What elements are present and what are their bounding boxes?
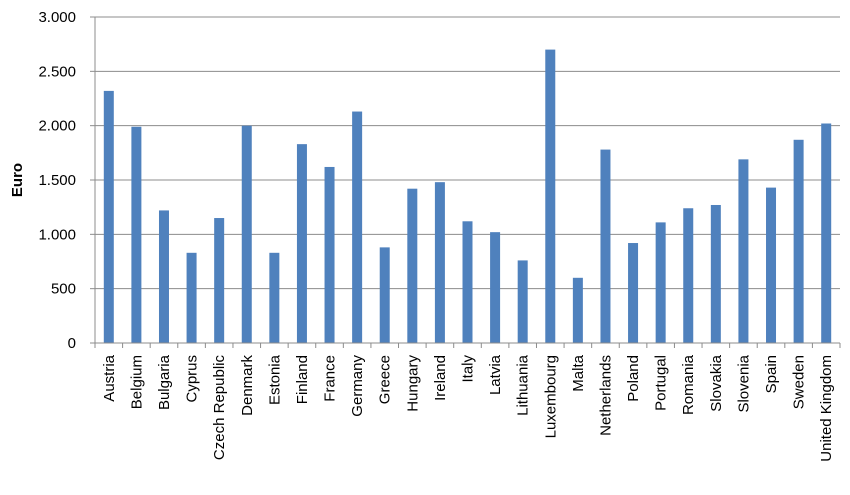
x-tick-label: Czech Republic [211,355,228,461]
bar-spain [766,187,777,343]
x-tick-label: Lithuania [515,354,532,416]
x-tick-label: Slovakia [708,354,725,411]
x-tick-label: Luxembourg [542,355,559,438]
bar-estonia [269,252,280,343]
y-tick-label: 2.500 [38,63,76,80]
y-tick-label: 1.000 [38,226,76,243]
bar-luxembourg [545,49,556,343]
bar-denmark [241,125,252,344]
bar-italy [462,221,473,343]
x-tick-label: Slovenia [735,354,752,412]
bar-greece [379,247,390,343]
bar-bulgaria [158,210,169,343]
bars [103,49,832,344]
bar-slovakia [710,204,721,343]
x-tick-label: Hungary [404,355,421,412]
x-tick-label: Germany [349,355,366,417]
x-tick-label: Bulgaria [156,354,173,410]
x-tick-label: United Kingdom [818,355,835,462]
x-tick-label: Poland [625,355,642,402]
x-tick-label: Denmark [239,355,256,416]
x-tick-label: Estonia [266,354,283,405]
x-tick-label: Spain [763,355,780,393]
bar-sweden [793,139,804,343]
bar-united-kingdom [821,123,832,343]
x-tick-label: Netherlands [597,355,614,436]
bar-portugal [655,222,666,343]
x-tick-label: Malta [570,354,587,391]
x-tick-label: Romania [680,354,697,415]
x-tick-label: Cyprus [184,355,201,403]
y-axis-label: Euro [9,163,26,197]
bar-belgium [131,126,142,344]
x-tick-label: France [322,355,339,402]
bar-lithuania [517,260,528,343]
x-tick-label: Latvia [487,354,504,395]
y-tick-label: 3.000 [38,9,76,26]
bar-germany [352,111,363,343]
y-tick-label: 2.000 [38,118,76,135]
bar-malta [572,277,583,343]
bar-hungary [407,188,418,343]
x-tick-label: Portugal [653,355,670,411]
y-tick-label: 0 [68,335,76,352]
y-tick-label: 1.500 [38,172,76,189]
x-tick-label: Greece [377,355,394,404]
bar-latvia [490,232,501,343]
x-tick-label: Ireland [432,355,449,401]
x-tick-label: Italy [460,355,477,383]
bar-romania [683,208,694,343]
y-tick-label: 500 [51,281,76,298]
x-tick-label: Belgium [128,355,145,409]
y-tick-labels: 0 500 1.000 1.500 2.000 2.500 3.000 [38,9,95,352]
x-tick-label: Finland [294,355,311,404]
bar-slovenia [738,159,749,343]
bar-netherlands [600,149,611,343]
bar-finland [296,144,307,343]
bar-austria [103,90,114,343]
bar-france [324,166,335,343]
bar-cyprus [186,252,197,343]
x-tick-label: Austria [101,354,118,401]
x-tick-labels: Austria Belgium Bulgaria Cyprus Czech Republ… [101,354,835,461]
x-tick-label: Sweden [791,355,808,409]
bar-poland [628,243,639,343]
bar-ireland [434,182,445,343]
bar-czech-republic [214,218,225,343]
